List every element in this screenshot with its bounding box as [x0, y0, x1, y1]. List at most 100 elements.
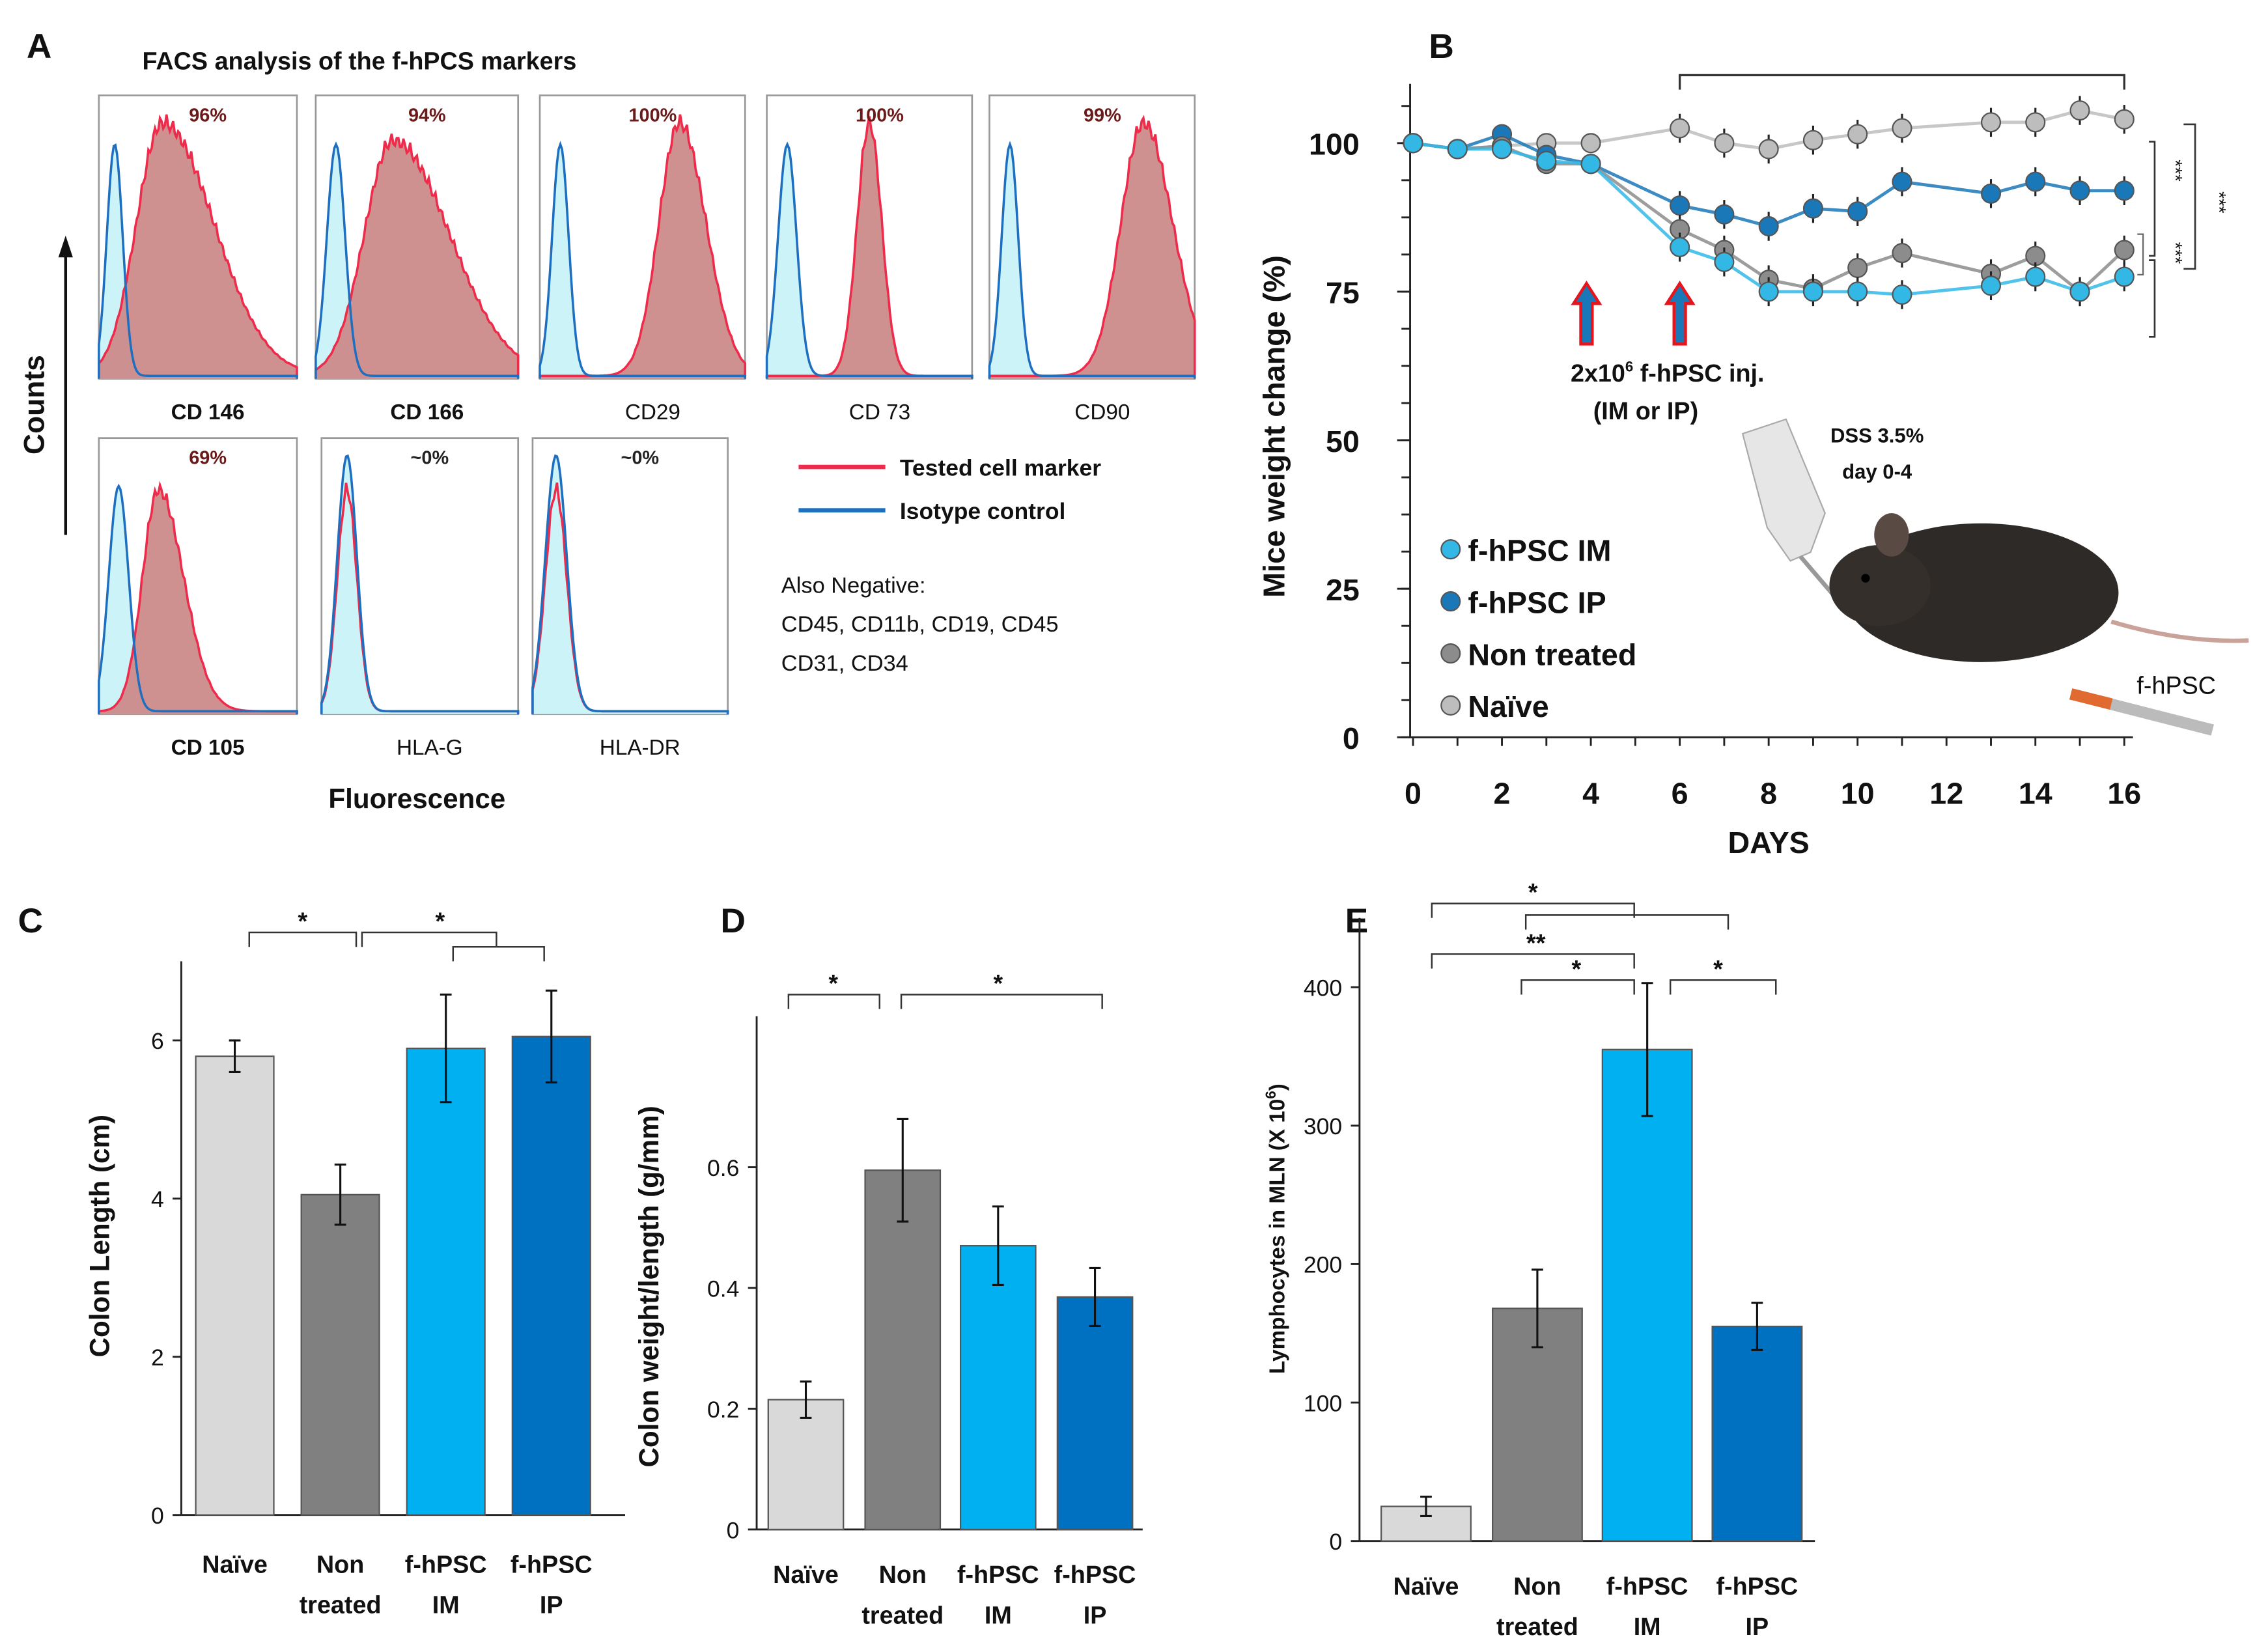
panel-label-c: C — [18, 902, 43, 940]
histogram-marker-label: CD 146 — [171, 400, 245, 425]
tested-marker-curve — [315, 133, 520, 379]
significance-stars: *** — [2208, 191, 2229, 214]
category-label: f-hPSC — [511, 1551, 593, 1578]
data-point — [1892, 171, 1912, 192]
category-label: f-hPSC — [405, 1551, 487, 1578]
y-label-part: ) — [1265, 1083, 1289, 1091]
histogram-3: 100% CD29 — [539, 94, 747, 425]
y-axis-label: Mice weight change (%) — [1257, 255, 1291, 598]
data-point — [1892, 118, 1912, 139]
legend-tested-label: Tested cell marker — [900, 454, 1101, 481]
y-tick-label: 6 — [151, 1028, 164, 1054]
histogram-5: 99% CD90 — [988, 94, 1196, 425]
y-axis-label: Lymphocytes in MLN (X 106) — [1263, 1083, 1289, 1374]
category-label: IM — [1634, 1613, 1661, 1640]
data-point — [1714, 251, 1735, 272]
bar-0 — [767, 1399, 845, 1531]
bar-3 — [1711, 1325, 1803, 1542]
isotype-curve — [98, 143, 298, 379]
significance-stars: * — [1572, 955, 1582, 983]
significance-bracket — [1520, 979, 1635, 995]
x-tick-label: 2 — [1494, 776, 1511, 810]
histogram-8: ~0% HLA-DR — [531, 437, 729, 760]
mouse-tail — [2110, 619, 2249, 643]
legend-label-0: f-hPSC IM — [1468, 533, 1611, 567]
histogram-marker-label: CD 166 — [390, 400, 464, 425]
y-tick-label: 4 — [151, 1186, 164, 1212]
y-tick-label: 2 — [151, 1345, 164, 1371]
isotype-curve — [315, 141, 520, 379]
data-point — [1980, 275, 2002, 296]
isotype-curve — [539, 141, 747, 379]
category-label: IP — [540, 1591, 563, 1619]
y-tick-label: 25 — [1326, 573, 1360, 607]
syringe-label: f-hPSC — [2136, 672, 2216, 699]
bracket-naive-ip — [2149, 141, 2156, 257]
isotype-curve — [98, 483, 298, 714]
series-f-hpsc-im — [1403, 133, 2135, 309]
significance-stars: * — [435, 908, 445, 935]
histogram-marker-label: HLA-DR — [600, 736, 680, 760]
histogram-marker-label: CD29 — [625, 400, 680, 425]
x-tick-label: 16 — [2107, 776, 2141, 810]
y-tick-label: 50 — [1326, 425, 1360, 458]
x-tick-label: 12 — [1929, 776, 1963, 810]
significance-bracket — [900, 994, 1103, 1009]
data-point — [1980, 183, 2002, 204]
data-point — [2114, 240, 2135, 260]
significance-stars: * — [1528, 878, 1538, 906]
bar-chart-colon-length: 0 2 4 6 Colon Length (cm) Naïve Non treated f-hP… — [84, 908, 625, 1619]
panel-label-a: A — [27, 27, 51, 66]
legend-marker — [1440, 539, 1461, 560]
bar-chart-colon-weight: 0 0.2 0.4 0.6 Colon weight/length (g/mm) Naïv… — [634, 970, 1143, 1628]
injection-label-part: 2x10 — [1571, 359, 1625, 387]
isotype-curve — [988, 141, 1196, 379]
bracket-naive-nt — [2183, 123, 2196, 270]
category-label: Non — [879, 1561, 927, 1588]
y-tick-label: 0.6 — [707, 1155, 739, 1181]
histogram-percent: ~0% — [621, 448, 659, 469]
facs-xlabel: Fluorescence — [328, 783, 505, 814]
y-tick-label: 0 — [1343, 721, 1360, 755]
data-point — [1892, 243, 1912, 264]
data-point — [1580, 133, 1601, 154]
data-point — [1847, 201, 1868, 222]
data-point — [1758, 281, 1779, 302]
significance-bracket — [787, 994, 880, 1009]
x-tick-label: 4 — [1582, 776, 1599, 810]
tested-marker-curve — [539, 114, 747, 379]
isotype-curve — [320, 454, 520, 714]
category-label: f-hPSC — [957, 1561, 1039, 1588]
legend-isotype-label: Isotype control — [900, 498, 1066, 524]
injection-arrow-icon — [1571, 281, 1603, 346]
histogram-marker-label: HLA-G — [397, 736, 463, 760]
y-tick-label: 100 — [1304, 1390, 1342, 1416]
histogram-6: 69% CD 105 — [98, 437, 298, 760]
significance-bracket — [248, 931, 357, 947]
data-point — [1403, 133, 1423, 154]
data-point — [1670, 195, 1690, 216]
data-point — [1802, 198, 1823, 219]
isotype-fill — [766, 144, 972, 379]
bar-1 — [864, 1169, 942, 1531]
injection-label-part: f-hPSC inj. — [1633, 359, 1764, 387]
data-point — [2025, 266, 2046, 287]
histogram-2: 94% CD 166 — [315, 94, 520, 425]
x-tick-label: 14 — [2019, 776, 2052, 810]
data-point — [2069, 100, 2090, 121]
counts-arrow-icon — [58, 235, 73, 258]
significance-bracket-top — [1678, 74, 2125, 90]
data-point — [1714, 133, 1735, 154]
category-label: Naïve — [773, 1561, 839, 1588]
y-axis-label: Colon Length (cm) — [84, 1115, 115, 1357]
category-label: f-hPSC — [1716, 1572, 1799, 1600]
bar-chart-lymphocytes: 0 100 200 300 400 Lymphocytes in MLN (X 106) N… — [1263, 878, 1815, 1640]
significance-bracket — [1431, 953, 1635, 969]
isotype-curve — [531, 454, 729, 714]
also-negative-note: CD45, CD11b, CD19, CD45 — [781, 612, 1059, 637]
panel-label-e: E — [1345, 902, 1369, 940]
y-tick-label: 75 — [1326, 276, 1360, 310]
significance-stars: *** — [2164, 160, 2185, 182]
facs-ylabel: Counts — [18, 355, 50, 454]
legend-marker — [1440, 695, 1461, 716]
